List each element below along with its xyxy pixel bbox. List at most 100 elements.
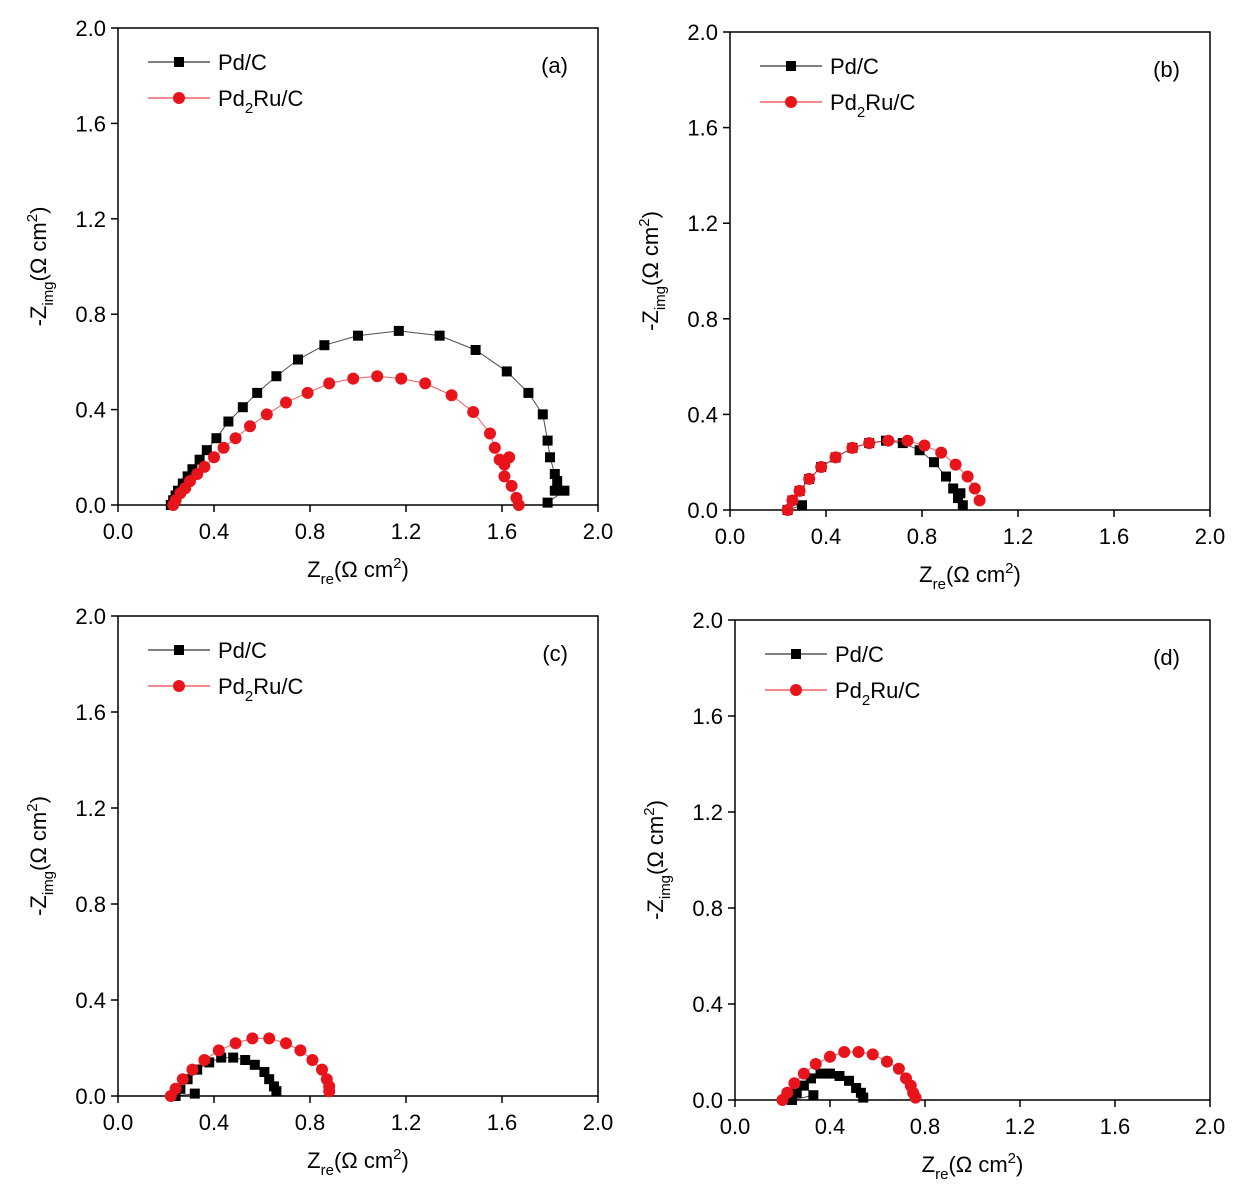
marker [793, 484, 806, 497]
panel-label: (c) [542, 641, 568, 666]
label-part: ) [638, 211, 663, 218]
x-tick-label: 2.0 [583, 1110, 614, 1135]
marker [955, 488, 966, 499]
legend-label-part: Ru/C [870, 678, 920, 703]
y-tick-label: 1.6 [687, 116, 718, 141]
plot-frame [117, 615, 599, 1097]
y-tick-label: 0.4 [692, 992, 723, 1017]
marker [353, 330, 363, 341]
marker [935, 446, 948, 459]
label-part: 2 [24, 214, 41, 222]
legend-label-part: 2 [862, 692, 870, 709]
marker [973, 494, 986, 507]
marker [961, 470, 974, 483]
marker [549, 485, 560, 496]
marker [797, 500, 807, 511]
marker [914, 445, 925, 456]
marker [323, 1085, 336, 1098]
marker [834, 1071, 845, 1081]
marker [781, 1086, 794, 1099]
y-tick-label: 0.0 [75, 1084, 106, 1109]
legend-marker [173, 92, 185, 104]
label-part: Z [922, 1152, 935, 1177]
marker [809, 1058, 822, 1070]
y-tick-label: 0.8 [75, 892, 106, 917]
label-part: (Ω cm [26, 812, 51, 871]
marker [189, 1088, 200, 1099]
plot-frame [734, 619, 1211, 1101]
marker [217, 441, 230, 454]
y-tick-label: 0.0 [687, 498, 718, 523]
x-axis-label: Zre(Ω cm2) [922, 1150, 1024, 1183]
y-tick-label: 0.0 [692, 1088, 723, 1113]
label-part: -Z [26, 895, 51, 916]
x-tick-label: 0.8 [295, 1110, 326, 1135]
marker [271, 1086, 282, 1097]
x-tick-label: 1.6 [1100, 1114, 1131, 1139]
x-tick-label: 1.2 [1005, 1114, 1036, 1139]
marker [194, 454, 205, 465]
marker [319, 340, 330, 351]
x-tick-label: 1.2 [391, 519, 422, 544]
label-part: 2 [24, 803, 41, 811]
y-tick-label: 1.6 [75, 700, 106, 725]
label-part: 2 [636, 218, 653, 226]
legend-label-part: Ru/C [253, 674, 303, 699]
label-part: 2 [393, 1146, 401, 1163]
marker [347, 372, 360, 385]
marker [470, 344, 481, 355]
y-tick-label: 0.4 [75, 398, 106, 423]
marker [395, 372, 408, 385]
y-tick-label: 1.6 [75, 111, 106, 136]
plot-frame [117, 27, 599, 506]
legend-marker [786, 61, 796, 71]
marker [501, 366, 512, 377]
x-tick-label: 0.4 [811, 524, 842, 549]
marker [512, 499, 525, 511]
x-tick-label: 1.6 [1099, 524, 1130, 549]
marker [198, 460, 211, 473]
y-tick-label: 1.6 [692, 704, 723, 729]
x-tick-label: 0.4 [815, 1114, 846, 1139]
marker [323, 377, 336, 390]
label-part: -Z [638, 310, 663, 331]
marker [228, 1052, 239, 1063]
y-tick-label: 1.2 [692, 800, 723, 825]
marker [844, 1075, 854, 1086]
marker [781, 504, 794, 516]
marker [803, 472, 816, 485]
marker [901, 434, 914, 447]
marker [263, 1032, 276, 1045]
legend-marker [791, 649, 801, 659]
marker [237, 402, 248, 413]
y-tick-label: 0.0 [75, 493, 106, 518]
x-tick-label: 0.4 [199, 1110, 230, 1135]
marker [957, 500, 968, 511]
y-tick-label: 2.0 [687, 20, 718, 45]
marker [918, 439, 931, 452]
marker [201, 445, 212, 456]
legend-label: Pd/C [218, 50, 267, 75]
label-part: 2 [393, 555, 401, 572]
label-part: (Ω cm [334, 557, 393, 582]
x-tick-label: 0.4 [199, 519, 230, 544]
panel-label: (d) [1153, 645, 1180, 670]
marker [846, 441, 859, 454]
label-part: (Ω cm [638, 227, 663, 286]
marker [559, 485, 570, 496]
marker [488, 441, 501, 454]
y-tick-label: 1.2 [75, 796, 106, 821]
label-part: img [657, 875, 674, 899]
y-tick-label: 0.4 [687, 402, 718, 427]
label-part: 2 [1008, 1150, 1016, 1167]
label-part: re [935, 1166, 948, 1183]
legend-label-part: Ru/C [865, 90, 915, 115]
legend-marker [174, 57, 184, 67]
marker [280, 1037, 292, 1050]
legend-label: Pd/C [830, 54, 879, 79]
x-axis-label: Zre(Ω cm2) [307, 1146, 409, 1179]
marker [786, 494, 799, 507]
marker [264, 1074, 275, 1085]
marker [186, 1063, 199, 1076]
marker [246, 1032, 259, 1045]
